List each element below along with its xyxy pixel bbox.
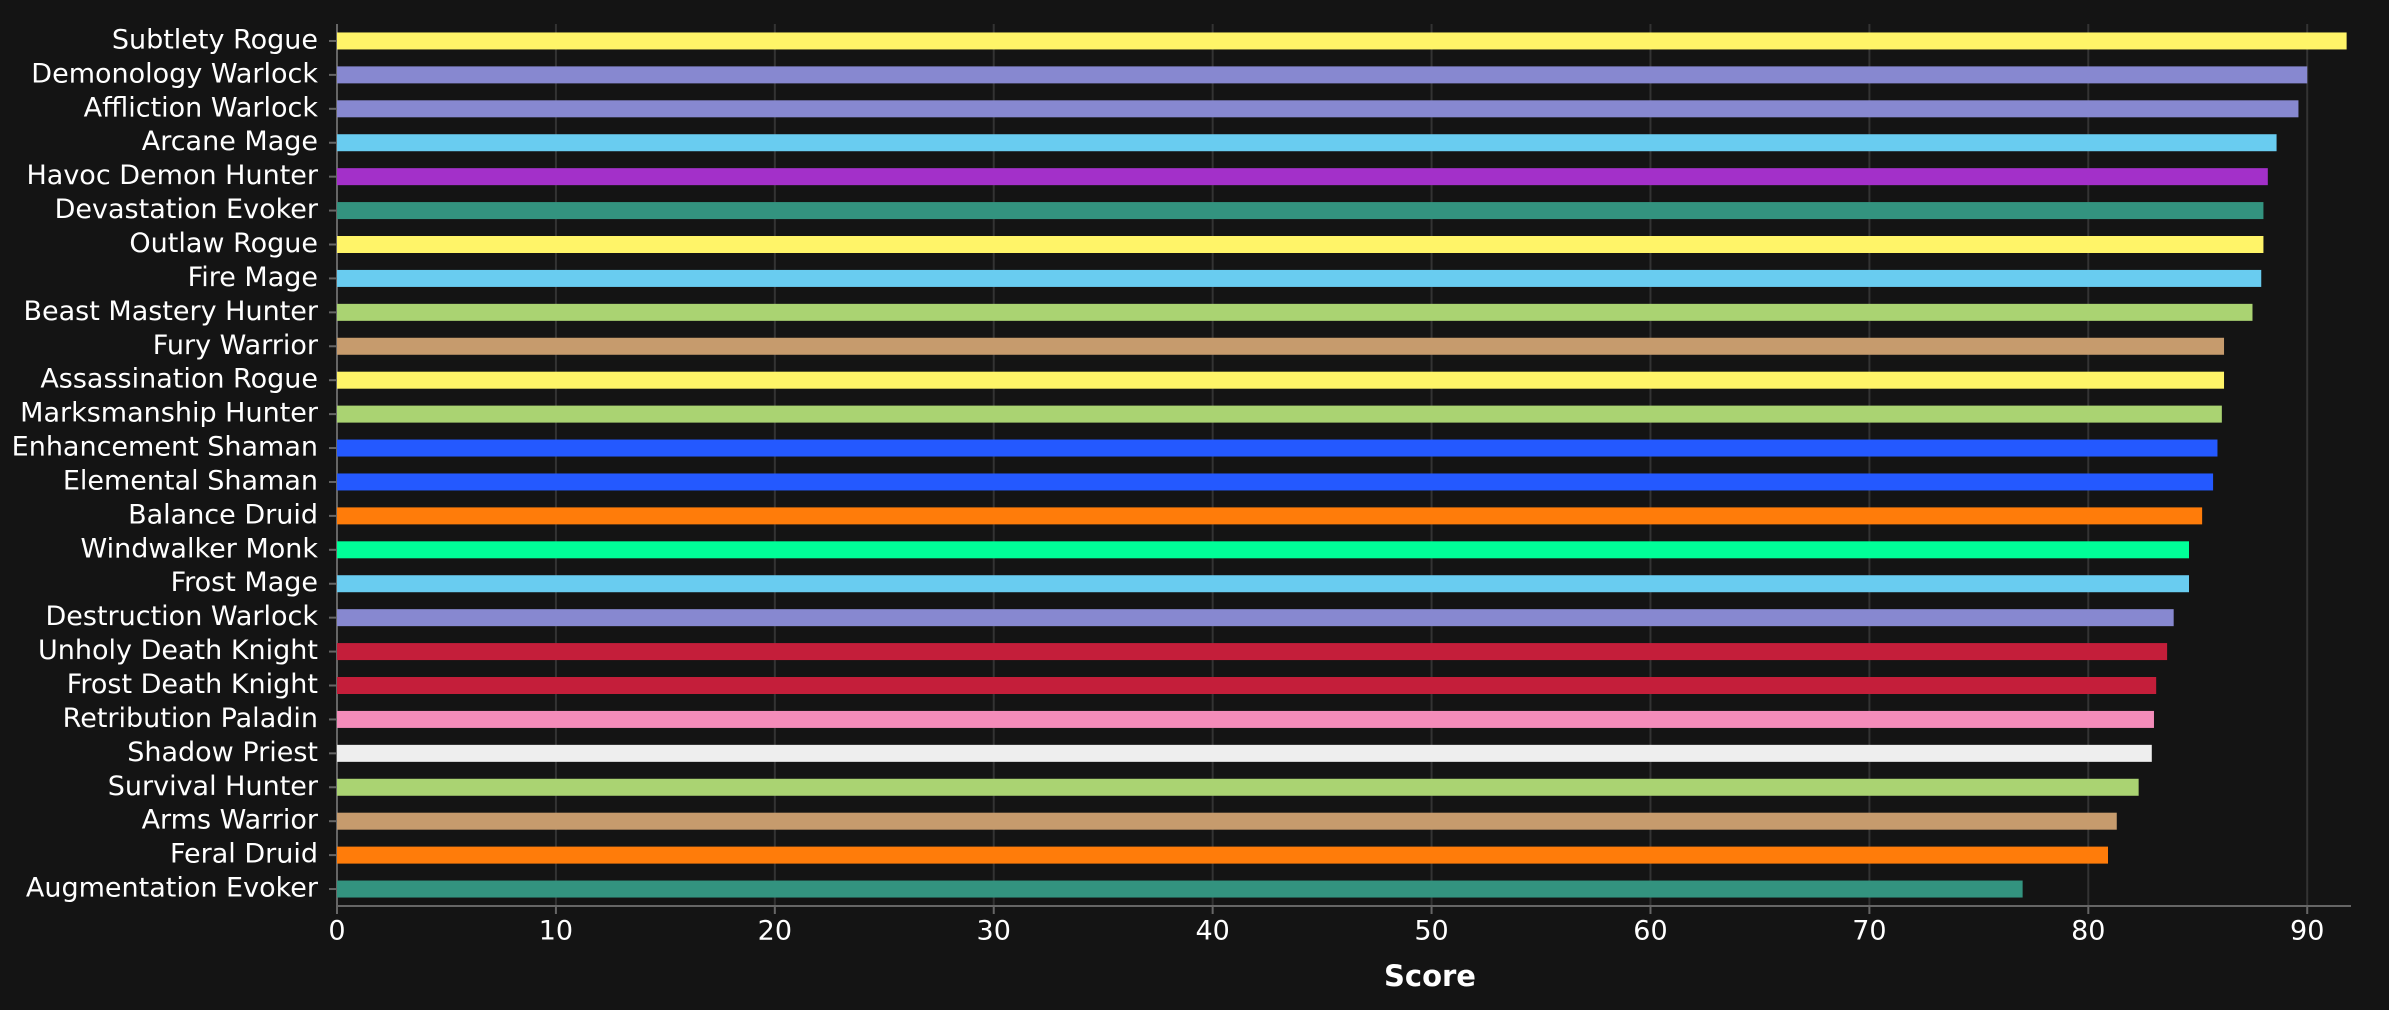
- bar: [337, 337, 2225, 355]
- y-tick-label: Arcane Mage: [142, 126, 318, 157]
- y-tick-label: Retribution Paladin: [63, 703, 318, 734]
- bar: [337, 32, 2347, 50]
- x-tick-label: 40: [1195, 916, 1229, 947]
- bar: [337, 66, 2308, 84]
- bar: [337, 371, 2225, 389]
- y-tick-label: Fury Warrior: [153, 330, 319, 361]
- y-tick-label: Frost Death Knight: [67, 669, 318, 700]
- bar: [337, 643, 2168, 661]
- y-tick-label: Unholy Death Knight: [38, 635, 318, 666]
- y-tick-label: Feral Druid: [170, 839, 318, 870]
- y-tick-label: Fire Mage: [188, 262, 318, 293]
- bar: [337, 575, 2190, 593]
- bar: [337, 134, 2277, 152]
- bar: [337, 303, 2253, 321]
- x-tick-label: 80: [2071, 916, 2105, 947]
- bar: [337, 168, 2268, 186]
- bar: [337, 744, 2152, 762]
- bar: [337, 677, 2157, 694]
- bar: [337, 100, 2299, 118]
- bar: [337, 846, 2109, 864]
- y-tick-label: Augmentation Evoker: [26, 873, 319, 904]
- x-tick-label: 60: [1633, 916, 1667, 947]
- bar: [337, 507, 2203, 525]
- x-tick-label: 30: [977, 916, 1011, 947]
- y-tick-label: Elemental Shaman: [63, 465, 318, 496]
- x-tick-label: 90: [2290, 916, 2324, 947]
- y-tick-label: Survival Hunter: [108, 771, 319, 802]
- bar: [337, 778, 2139, 796]
- bar: [337, 439, 2218, 457]
- y-tick-label: Affliction Warlock: [84, 92, 319, 123]
- bar: [337, 236, 2264, 253]
- bar: [337, 609, 2174, 627]
- x-tick-label: 70: [1852, 916, 1886, 947]
- y-tick-label: Marksmanship Hunter: [20, 398, 319, 429]
- y-tick-label: Subtlety Rogue: [112, 24, 318, 55]
- y-tick-label: Windwalker Monk: [80, 533, 318, 564]
- y-tick-label: Havoc Demon Hunter: [26, 160, 318, 191]
- y-tick-label: Frost Mage: [171, 567, 318, 598]
- y-tick-label: Shadow Priest: [127, 737, 318, 768]
- y-tick-label: Enhancement Shaman: [12, 432, 318, 463]
- y-tick-label: Balance Druid: [128, 499, 318, 530]
- bar: [337, 405, 2222, 423]
- y-tick-label: Arms Warrior: [142, 805, 319, 836]
- bar: [337, 710, 2154, 728]
- x-axis-label: Score: [1384, 959, 1476, 993]
- bar: [337, 202, 2264, 220]
- bar: [337, 473, 2214, 491]
- x-tick-label: 10: [539, 916, 573, 947]
- y-tick-label: Devastation Evoker: [55, 194, 319, 225]
- y-tick-label: Destruction Warlock: [45, 601, 318, 632]
- x-tick-label: 20: [758, 916, 792, 947]
- bar: [337, 880, 2023, 898]
- bar: [337, 812, 2117, 830]
- y-tick-label: Assassination Rogue: [40, 364, 318, 395]
- bar: [337, 541, 2190, 559]
- y-tick-label: Beast Mastery Hunter: [23, 296, 318, 327]
- bar: [337, 269, 2262, 287]
- y-tick-label: Outlaw Rogue: [129, 228, 318, 259]
- y-tick-label: Demonology Warlock: [31, 58, 318, 89]
- x-tick-label: 0: [328, 916, 345, 947]
- x-tick-label: 50: [1414, 916, 1448, 947]
